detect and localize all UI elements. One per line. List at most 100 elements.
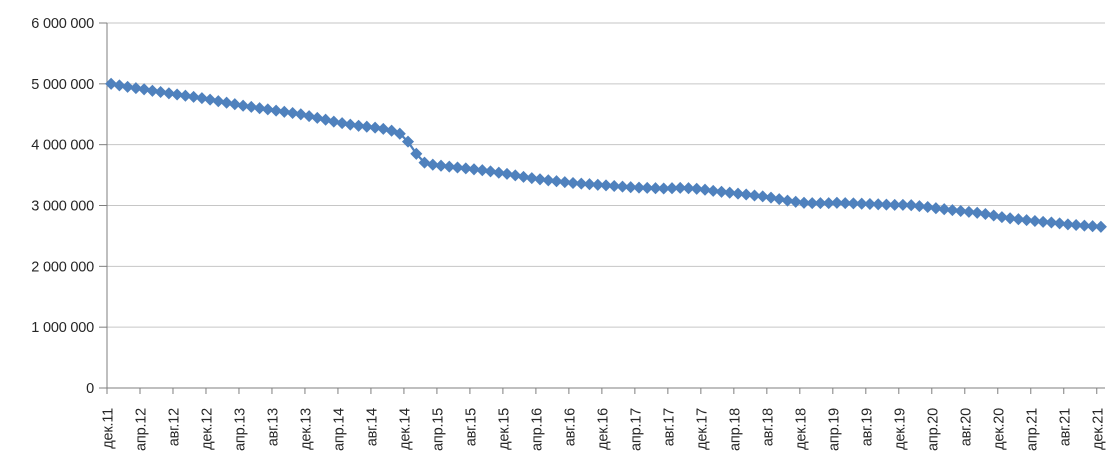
x-axis-tick-label: дек.16	[595, 408, 611, 450]
data-point-marker	[270, 104, 283, 117]
x-axis-tick-label: дек.19	[892, 408, 908, 450]
y-axis-tick-label: 4 000 000	[31, 138, 94, 154]
data-point-marker	[179, 89, 192, 102]
data-point-marker	[855, 197, 868, 210]
data-point-marker	[344, 118, 357, 131]
data-point-marker	[921, 200, 934, 214]
data-point-marker	[657, 182, 670, 195]
data-point-marker	[674, 181, 687, 194]
x-axis-tick-label: апр.19	[826, 408, 842, 451]
data-point-marker	[154, 85, 167, 99]
data-point-marker	[434, 159, 448, 172]
data-point-marker	[740, 188, 753, 201]
data-point-marker	[789, 195, 802, 208]
y-axis-tick-label: 5 000 000	[31, 77, 94, 93]
data-point-marker	[377, 122, 390, 135]
data-point-marker	[212, 95, 225, 108]
x-axis-tick-label: авг.19	[859, 408, 875, 446]
data-point-marker	[418, 156, 431, 169]
data-point-marker	[171, 88, 184, 101]
data-point-marker	[401, 135, 415, 148]
data-point-marker	[228, 98, 241, 111]
data-point-marker	[1012, 213, 1025, 226]
data-point-marker	[443, 160, 456, 173]
data-point-marker	[822, 197, 835, 210]
data-point-marker	[591, 178, 604, 191]
x-axis-tick-label: дек.12	[199, 408, 215, 450]
data-point-marker	[575, 177, 588, 190]
data-point-marker	[509, 169, 522, 182]
data-point-marker	[773, 193, 786, 206]
data-point-marker	[690, 182, 703, 195]
data-point-marker	[707, 184, 720, 197]
data-point-marker	[665, 182, 679, 195]
data-point-marker	[847, 197, 860, 210]
x-axis-tick-label: авг.18	[760, 408, 776, 446]
data-point-marker	[1037, 215, 1050, 228]
x-axis-tick-label: авг.16	[562, 408, 578, 446]
data-point-marker	[500, 167, 514, 180]
x-axis-tick-label: авг.20	[958, 408, 974, 446]
data-point-marker	[311, 111, 324, 124]
data-point-marker	[294, 108, 307, 121]
data-point-marker	[426, 158, 439, 171]
data-point-marker	[1028, 214, 1041, 228]
data-point-marker	[962, 205, 975, 218]
data-point-marker	[946, 204, 959, 217]
data-point-marker	[393, 127, 406, 140]
data-point-marker	[896, 198, 909, 211]
data-point-marker	[888, 198, 901, 211]
data-point-marker	[806, 197, 819, 210]
data-point-marker	[880, 198, 893, 211]
data-point-marker	[303, 110, 316, 123]
x-axis-tick-label: авг.14	[364, 408, 380, 446]
data-point-marker	[1061, 218, 1074, 231]
data-point-marker	[971, 206, 984, 219]
y-axis-tick-label: 3 000 000	[31, 199, 94, 215]
data-point-marker	[533, 173, 547, 186]
data-point-marker	[187, 90, 200, 103]
data-point-marker	[204, 93, 217, 106]
x-axis-tick-label: апр.15	[430, 408, 446, 451]
data-point-marker	[278, 105, 291, 118]
data-point-marker	[954, 204, 967, 218]
data-point-marker	[863, 197, 876, 211]
x-axis-tick-label: авг.13	[265, 408, 281, 446]
data-point-marker	[756, 190, 769, 203]
data-point-marker	[261, 103, 274, 116]
data-point-marker	[1070, 218, 1083, 232]
data-point-marker	[731, 187, 745, 200]
data-point-marker	[369, 121, 382, 134]
x-axis-tick-label: дек.11	[101, 408, 117, 449]
y-axis-tick-label: 2 000 000	[31, 259, 94, 275]
data-point-marker	[558, 176, 571, 189]
data-point-marker	[253, 102, 266, 115]
data-point-marker	[616, 180, 629, 193]
data-point-marker	[476, 164, 489, 177]
data-point-marker	[336, 117, 349, 130]
data-point-marker	[814, 197, 827, 210]
data-point-marker	[682, 182, 695, 195]
data-point-marker	[138, 83, 151, 96]
x-axis-tick-label: авг.15	[463, 408, 479, 446]
x-axis-tick-label: авг.21	[1057, 408, 1073, 446]
data-point-marker	[995, 211, 1008, 224]
data-point-marker	[113, 79, 126, 92]
data-point-marker	[162, 87, 175, 100]
data-point-marker	[583, 178, 596, 191]
data-point-marker	[467, 163, 481, 176]
data-point-marker	[723, 186, 736, 199]
data-point-marker	[872, 198, 885, 211]
data-point-marker	[608, 179, 621, 193]
x-axis-tick-label: дек.20	[991, 408, 1007, 450]
data-point-marker	[129, 82, 142, 95]
data-point-marker	[929, 202, 942, 215]
data-point-marker	[1078, 219, 1091, 232]
data-point-marker	[245, 100, 258, 113]
data-point-marker	[451, 161, 464, 174]
data-point-marker	[1020, 214, 1033, 227]
data-point-marker	[319, 113, 332, 126]
data-point-marker	[566, 176, 580, 190]
